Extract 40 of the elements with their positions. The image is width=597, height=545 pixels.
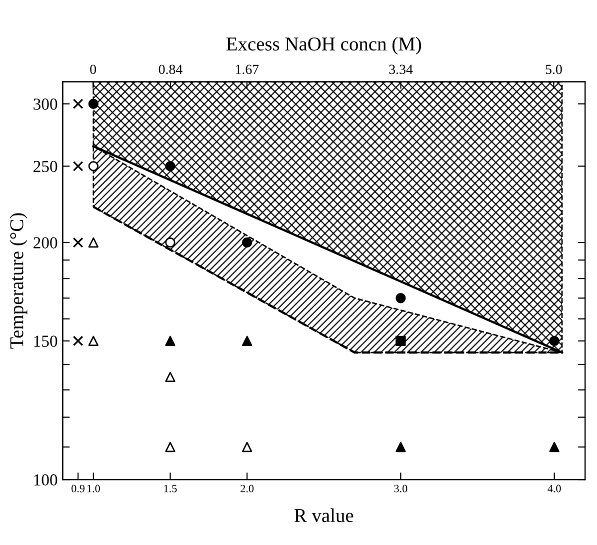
point bbox=[72, 160, 84, 172]
x-axis-title: R value bbox=[294, 508, 354, 522]
point bbox=[72, 98, 84, 110]
point bbox=[88, 161, 98, 172]
point bbox=[165, 237, 176, 248]
point bbox=[72, 237, 84, 248]
point bbox=[242, 442, 252, 452]
y-tick-label: 100 bbox=[34, 474, 58, 486]
point bbox=[165, 336, 176, 346]
point bbox=[396, 442, 406, 452]
x2-axis-title: Excess NaOH concn (M) bbox=[226, 36, 422, 55]
x-tick-label: 4.0 bbox=[548, 484, 561, 492]
y-tick-label: 250 bbox=[34, 160, 58, 172]
x-tick-label: 0.9 bbox=[72, 484, 85, 492]
point bbox=[165, 372, 176, 382]
point bbox=[242, 237, 252, 248]
x-tick-label: 1.5 bbox=[164, 484, 177, 492]
x2-tick-label: 0.84 bbox=[158, 64, 182, 74]
y-axis-title: Temperature (°C) bbox=[10, 213, 28, 349]
x2-tick-label: 0 bbox=[90, 64, 96, 74]
point bbox=[396, 293, 406, 304]
x-tick-label: 3.0 bbox=[394, 484, 408, 492]
point bbox=[549, 336, 560, 346]
x2-tick-label: 1.67 bbox=[236, 64, 259, 74]
point bbox=[88, 336, 98, 346]
point bbox=[242, 336, 252, 346]
point bbox=[88, 98, 98, 109]
point bbox=[165, 442, 176, 452]
x-tick-label: 1.0 bbox=[87, 484, 100, 492]
point bbox=[165, 161, 176, 172]
point bbox=[549, 442, 560, 452]
x2-tick-label: 3.34 bbox=[389, 64, 413, 74]
y-tick-label: 150 bbox=[34, 336, 58, 347]
point bbox=[396, 336, 406, 346]
point bbox=[88, 237, 98, 248]
y-tick-label: 200 bbox=[34, 237, 58, 248]
y-tick-label: 300 bbox=[34, 98, 58, 110]
x2-tick-label: 5.0 bbox=[546, 64, 562, 74]
point bbox=[72, 336, 84, 346]
x-tick-label: 2.0 bbox=[240, 484, 254, 492]
